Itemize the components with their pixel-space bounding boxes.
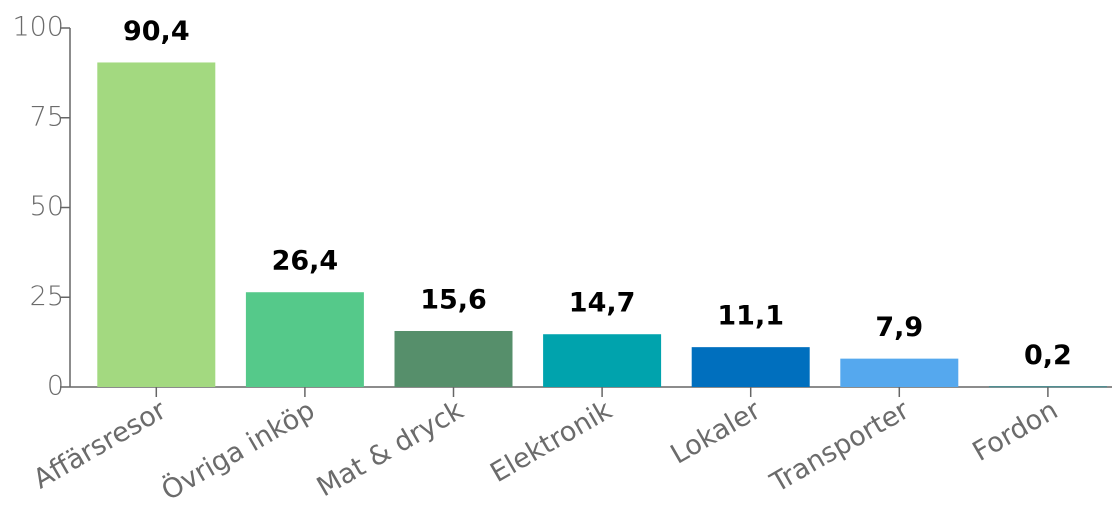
x-tick-label: Affärsresor <box>28 394 172 495</box>
x-tick-label: Fordon <box>968 395 1064 468</box>
bar <box>97 62 216 388</box>
value-label: 11,1 <box>717 301 784 332</box>
bar <box>394 330 513 387</box>
x-tick-label: Elektronik <box>485 395 617 489</box>
value-label: 0,2 <box>1024 340 1072 371</box>
x-tick-label: Mat & dryck <box>312 395 469 504</box>
value-label: 14,7 <box>569 288 636 319</box>
y-tick-label: 100 <box>12 12 64 43</box>
x-tick-label: Transporter <box>764 394 915 499</box>
value-label: 15,6 <box>420 284 487 315</box>
x-tick-label: Övriga inköp <box>156 394 320 507</box>
bar <box>245 292 364 387</box>
y-tick-label: 0 <box>47 371 64 402</box>
bar <box>988 386 1107 388</box>
y-tick-label: 50 <box>30 191 64 222</box>
x-tick-label: Lokaler <box>666 394 767 470</box>
bar <box>543 334 662 387</box>
y-tick-label: 25 <box>30 281 64 312</box>
value-label: 26,4 <box>272 246 339 277</box>
value-label: 90,4 <box>123 16 190 47</box>
bar <box>691 347 810 387</box>
bar <box>840 358 959 387</box>
y-tick-label: 75 <box>30 101 64 132</box>
value-label: 7,9 <box>875 312 923 343</box>
